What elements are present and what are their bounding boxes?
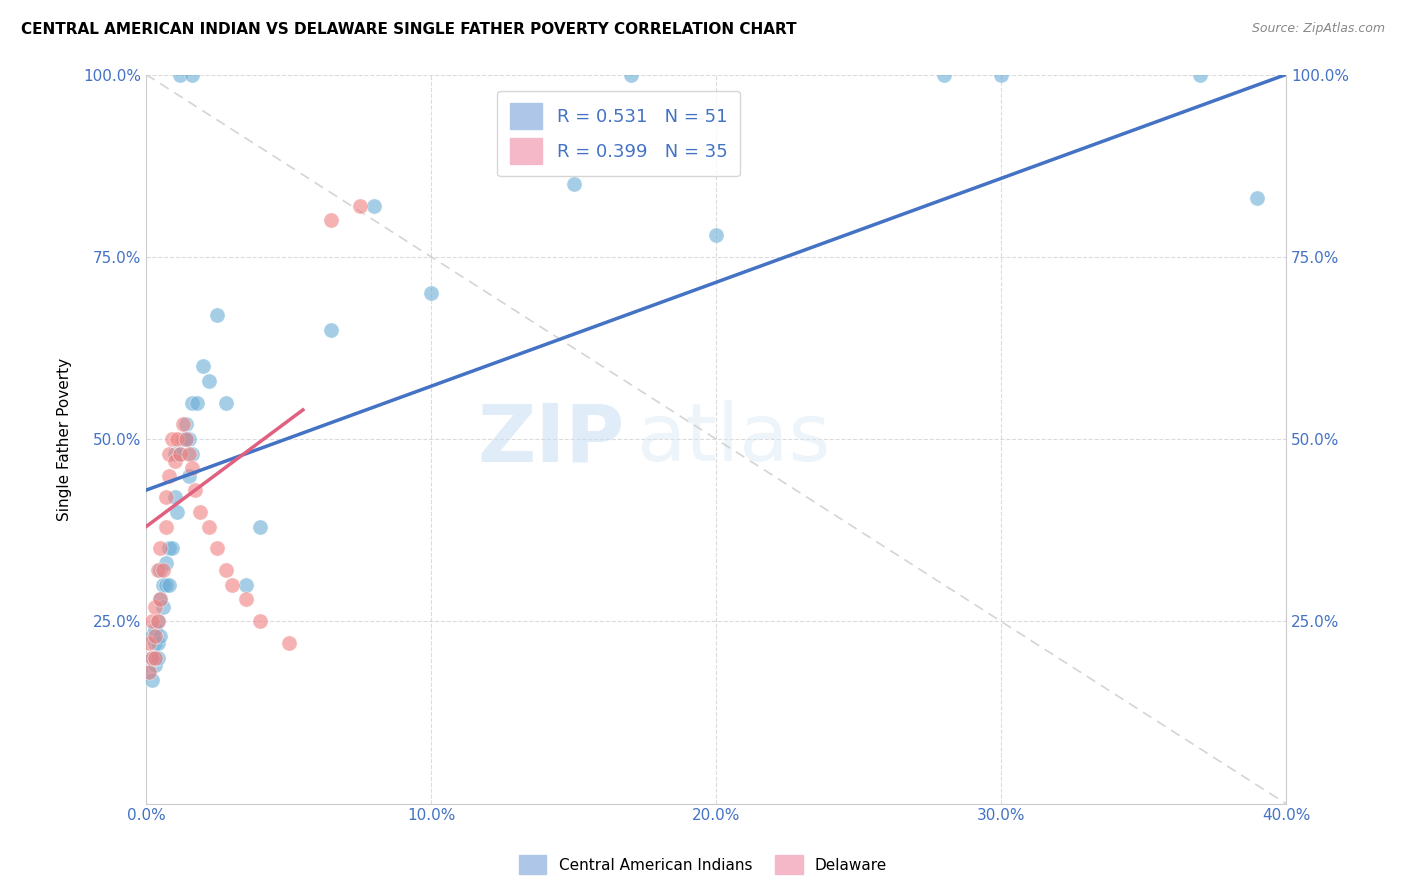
Point <box>180 447 202 461</box>
Point <box>146 563 169 577</box>
Point <box>157 468 180 483</box>
Point <box>160 432 183 446</box>
Point <box>141 629 163 643</box>
Text: atlas: atlas <box>637 401 831 478</box>
Point <box>166 505 188 519</box>
Point <box>363 199 385 213</box>
Point <box>141 673 163 687</box>
Point <box>249 519 271 533</box>
Point <box>1246 191 1268 205</box>
Point <box>143 650 166 665</box>
Point <box>172 432 194 446</box>
Point <box>704 227 727 242</box>
Point <box>160 541 183 556</box>
Point <box>180 395 202 409</box>
Legend: R = 0.531   N = 51, R = 0.399   N = 35: R = 0.531 N = 51, R = 0.399 N = 35 <box>498 91 740 177</box>
Point <box>180 461 202 475</box>
Point <box>149 629 172 643</box>
Point <box>177 432 200 446</box>
Legend: Central American Indians, Delaware: Central American Indians, Delaware <box>513 849 893 880</box>
Point <box>152 599 174 614</box>
Point <box>138 665 160 680</box>
Point <box>149 541 172 556</box>
Point <box>146 636 169 650</box>
Point <box>141 615 163 629</box>
Point <box>149 592 172 607</box>
Point <box>198 374 221 388</box>
Point <box>207 308 229 322</box>
Point <box>188 505 211 519</box>
Point <box>174 432 197 446</box>
Point <box>420 286 443 301</box>
Point <box>990 68 1012 82</box>
Point <box>163 447 186 461</box>
Point <box>183 483 205 497</box>
Point <box>157 447 180 461</box>
Point <box>143 599 166 614</box>
Point <box>169 68 191 82</box>
Point <box>321 323 343 337</box>
Point <box>157 578 180 592</box>
Point <box>198 519 221 533</box>
Point <box>235 578 257 592</box>
Point <box>249 615 271 629</box>
Point <box>191 359 214 373</box>
Point <box>146 615 169 629</box>
Text: CENTRAL AMERICAN INDIAN VS DELAWARE SINGLE FATHER POVERTY CORRELATION CHART: CENTRAL AMERICAN INDIAN VS DELAWARE SING… <box>21 22 797 37</box>
Point <box>207 541 229 556</box>
Text: Source: ZipAtlas.com: Source: ZipAtlas.com <box>1251 22 1385 36</box>
Point <box>163 491 186 505</box>
Point <box>562 177 585 191</box>
Point <box>619 68 641 82</box>
Point <box>143 622 166 636</box>
Point <box>174 432 197 446</box>
Point <box>155 519 177 533</box>
Point <box>143 629 166 643</box>
Point <box>235 592 257 607</box>
Text: ZIP: ZIP <box>478 401 624 478</box>
Point <box>163 454 186 468</box>
Point <box>172 417 194 432</box>
Point <box>143 650 166 665</box>
Point <box>138 665 160 680</box>
Point <box>166 432 188 446</box>
Point <box>146 650 169 665</box>
Point <box>349 199 371 213</box>
Point <box>221 578 243 592</box>
Point <box>932 68 955 82</box>
Point <box>149 592 172 607</box>
Point <box>169 447 191 461</box>
Point <box>141 650 163 665</box>
Point <box>215 395 238 409</box>
Point <box>180 68 202 82</box>
Point <box>169 447 191 461</box>
Point <box>152 578 174 592</box>
Point <box>143 658 166 673</box>
Point <box>215 563 238 577</box>
Point <box>177 468 200 483</box>
Point <box>141 650 163 665</box>
Point <box>321 213 343 227</box>
Point <box>174 417 197 432</box>
Point <box>143 636 166 650</box>
Point <box>155 556 177 570</box>
Point <box>138 636 160 650</box>
Y-axis label: Single Father Poverty: Single Father Poverty <box>58 358 72 521</box>
Point <box>177 447 200 461</box>
Point <box>149 563 172 577</box>
Point <box>157 541 180 556</box>
Point <box>277 636 299 650</box>
Point <box>146 615 169 629</box>
Point <box>155 491 177 505</box>
Point <box>186 395 208 409</box>
Point <box>155 578 177 592</box>
Point <box>1189 68 1212 82</box>
Point <box>152 563 174 577</box>
